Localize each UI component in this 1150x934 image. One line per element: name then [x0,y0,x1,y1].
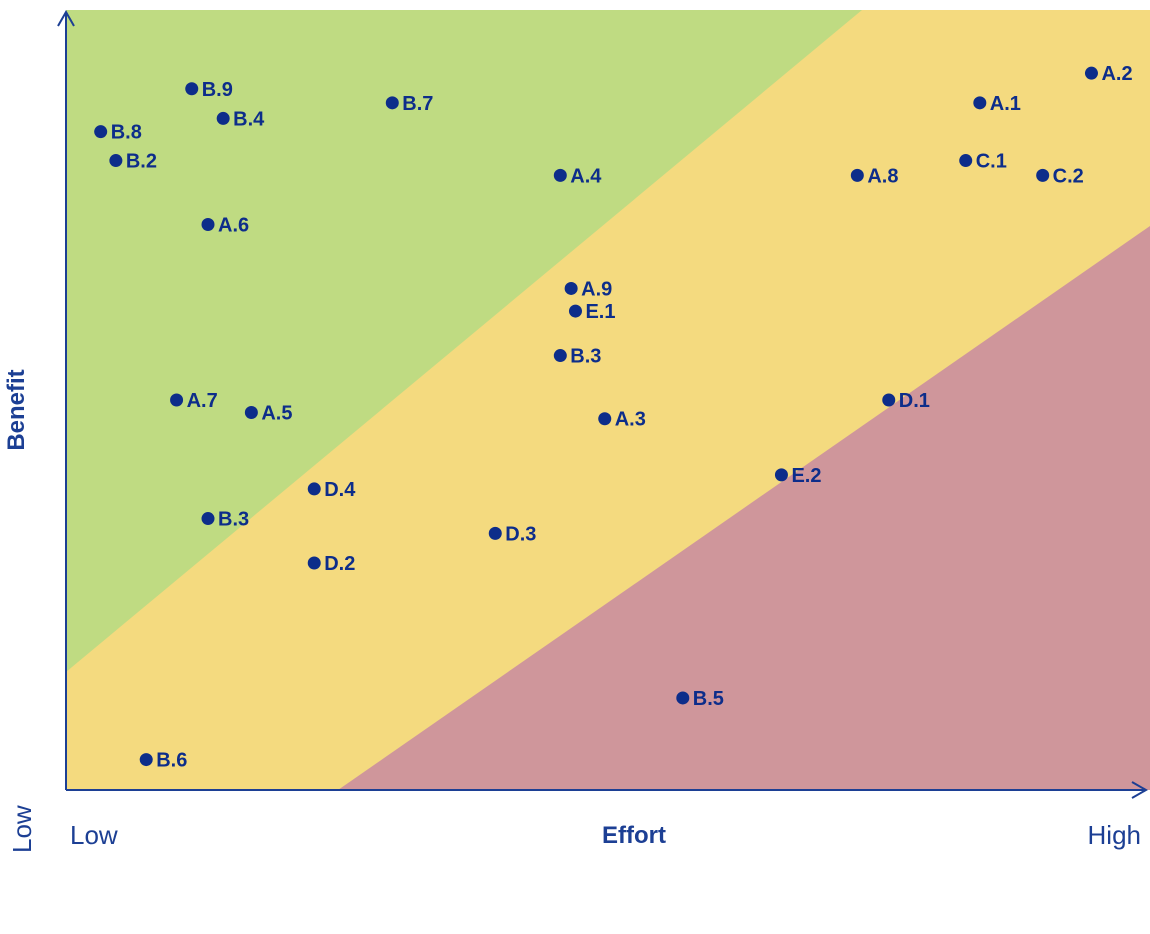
point-label: A.3 [615,409,646,431]
data-point-d-4-20: D.4 [307,479,356,501]
y-axis-title: Benefit [3,369,30,450]
point-label: B.3 [570,346,601,368]
point-marker [385,96,399,110]
point-label: B.4 [233,108,265,130]
point-marker [216,111,230,125]
point-label: C.1 [976,151,1007,173]
data-point-b-8-5: B.8 [94,122,142,144]
data-points: A.2A.1B.7B.9B.4B.8B.2 C.1A.4 A.8 C.2A.6A.9E… [94,63,1133,772]
data-point-a-4-8: A.4 [553,165,602,187]
point-label: D.3 [505,523,536,545]
point-marker [201,218,215,231]
point-label: A.8 [867,165,898,187]
x-axis [66,781,1149,799]
point-label: D.4 [324,479,356,501]
point-marker [1036,168,1050,182]
data-point-b-5-24: B.5 [676,688,724,710]
point-marker [1084,66,1098,80]
point-marker [488,526,502,540]
data-point-e-1-13: E.1 [568,301,616,323]
data-point-a-6-11: A.6 [201,215,249,237]
point-label: A.2 [1101,63,1132,85]
point-label: C.2 [1053,165,1084,187]
point-marker [139,753,153,767]
data-point-b-9-3: B.9 [185,79,233,101]
data-point-a-5-17: A.5 [244,402,292,424]
point-marker [774,468,788,482]
point-label: A.4 [570,165,602,187]
data-point-b-6-25: B.6 [139,750,187,772]
point-marker [170,393,184,407]
point-marker [568,304,582,318]
point-label: A.9 [581,278,612,300]
point-marker [109,154,123,168]
point-marker [564,281,578,295]
point-label: B.8 [111,122,142,144]
data-point-d-3-22: D.3 [488,523,536,545]
data-point-b-3-14: B.3 [553,346,601,368]
point-marker [307,482,321,496]
point-label: E.1 [585,301,615,323]
point-label: B.9 [202,79,233,101]
point-marker [882,393,896,407]
green-zone [66,10,862,672]
point-marker [244,405,258,419]
data-point-d-2-23: D.2 [307,553,355,575]
x-axis-low-label: Low [70,820,118,850]
point-marker [553,349,567,363]
y-axis-low-label: Low [7,805,37,853]
point-label: A.7 [187,390,218,412]
red-zone [338,226,1150,790]
data-point-c-2-10: C.2 [1036,165,1084,187]
point-label: D.1 [899,390,930,412]
point-label: B.3 [218,509,249,531]
data-point-b-7-2: B.7 [385,93,433,115]
point-marker [959,154,973,168]
data-point-b-2-6: B.2 [109,151,157,173]
point-label: E.2 [791,465,821,487]
point-label: B.2 [126,151,157,173]
point-label: D.2 [324,553,355,575]
point-label: A.1 [990,93,1021,115]
point-marker [201,512,215,526]
data-point-a-8-9: A.8 [850,165,898,187]
point-marker [676,691,690,705]
x-axis-title: Effort [602,822,666,849]
data-point-b-4-4: B.4 [216,108,265,130]
point-label: B.6 [156,750,187,772]
point-label: A.6 [218,215,249,237]
point-marker [185,82,199,96]
data-point-c-1-7: C.1 [959,151,1007,173]
point-marker [307,556,321,570]
data-point-a-3-18: A.3 [598,409,646,431]
point-marker [850,168,864,182]
data-point-a-2-0: A.2 [1084,63,1133,85]
point-marker [598,412,612,426]
data-point-a-1-1: A.1 [973,93,1021,115]
data-point-a-7-15: A.7 [170,390,218,412]
point-marker [553,168,567,182]
point-label: B.5 [693,688,724,710]
point-label: A.5 [261,402,292,424]
data-point-e-2-19: E.2 [774,465,821,487]
point-marker [973,96,987,110]
data-point-b-3-21: B.3 [201,509,249,531]
data-point-d-1-16: D.1 [882,390,930,412]
point-marker [94,125,108,139]
x-axis-high-label: High [1088,820,1141,850]
point-label: B.7 [402,93,433,115]
y-axis [57,9,75,790]
data-point-a-9-12: A.9 [564,278,612,300]
